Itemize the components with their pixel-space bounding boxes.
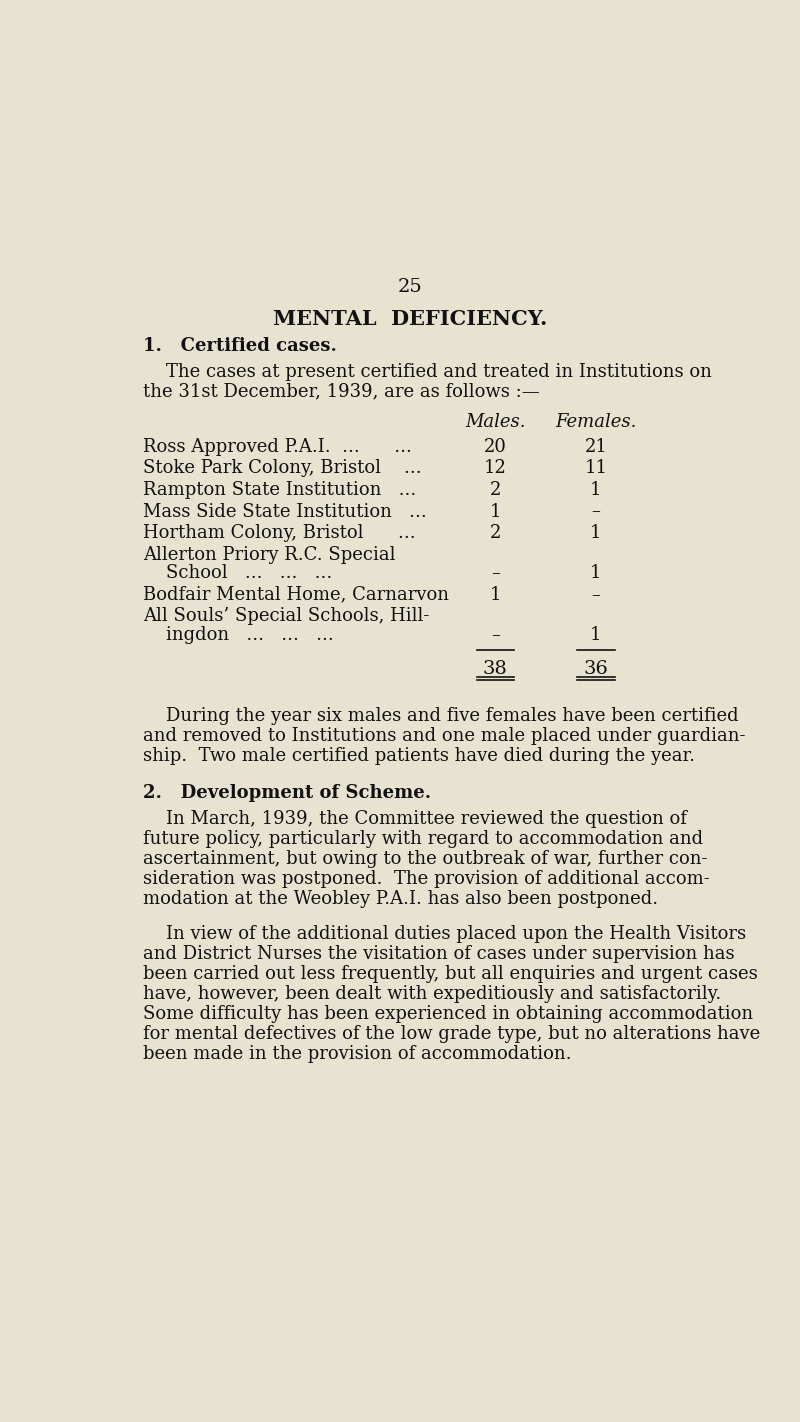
Text: Rampton State Institution   ...: Rampton State Institution ... xyxy=(142,481,416,499)
Text: In view of the additional duties placed upon the Health Visitors: In view of the additional duties placed … xyxy=(142,926,746,943)
Text: The cases at present certified and treated in Institutions on: The cases at present certified and treat… xyxy=(142,363,711,381)
Text: 2.   Development of Scheme.: 2. Development of Scheme. xyxy=(142,784,430,802)
Text: 11: 11 xyxy=(585,459,607,478)
Text: Ross Approved P.A.I.  ...      ...: Ross Approved P.A.I. ... ... xyxy=(142,438,411,456)
Text: Bodfair Mental Home, Carnarvon: Bodfair Mental Home, Carnarvon xyxy=(142,586,449,604)
Text: 2: 2 xyxy=(490,525,501,542)
Text: 1: 1 xyxy=(490,502,501,520)
Text: future policy, particularly with regard to accommodation and: future policy, particularly with regard … xyxy=(142,830,702,848)
Text: 2: 2 xyxy=(490,481,501,499)
Text: MENTAL  DEFICIENCY.: MENTAL DEFICIENCY. xyxy=(273,309,547,330)
Text: During the year six males and five females have been certified: During the year six males and five femal… xyxy=(142,707,738,725)
Text: 21: 21 xyxy=(585,438,607,456)
Text: have, however, been dealt with expeditiously and satisfactorily.: have, however, been dealt with expeditio… xyxy=(142,985,721,1004)
Text: Males.: Males. xyxy=(465,414,526,431)
Text: 25: 25 xyxy=(398,279,422,296)
Text: 38: 38 xyxy=(483,660,508,678)
Text: ascertainment, but owing to the outbreak of war, further con-: ascertainment, but owing to the outbreak… xyxy=(142,850,707,867)
Text: –: – xyxy=(591,502,601,520)
Text: 20: 20 xyxy=(484,438,506,456)
Text: Stoke Park Colony, Bristol    ...: Stoke Park Colony, Bristol ... xyxy=(142,459,422,478)
Text: –: – xyxy=(491,626,500,644)
Text: Females.: Females. xyxy=(555,414,637,431)
Text: for mental defectives of the low grade type, but no alterations have: for mental defectives of the low grade t… xyxy=(142,1025,760,1044)
Text: Mass Side State Institution   ...: Mass Side State Institution ... xyxy=(142,502,426,520)
Text: and District Nurses the visitation of cases under supervision has: and District Nurses the visitation of ca… xyxy=(142,946,734,963)
Text: 1: 1 xyxy=(490,586,501,604)
Text: been made in the provision of accommodation.: been made in the provision of accommodat… xyxy=(142,1045,571,1064)
Text: 1: 1 xyxy=(590,481,602,499)
Text: modation at the Weobley P.A.I. has also been postponed.: modation at the Weobley P.A.I. has also … xyxy=(142,890,658,907)
Text: 1: 1 xyxy=(590,525,602,542)
Text: Some difficulty has been experienced in obtaining accommodation: Some difficulty has been experienced in … xyxy=(142,1005,753,1024)
Text: sideration was postponed.  The provision of additional accom-: sideration was postponed. The provision … xyxy=(142,870,710,887)
Text: –: – xyxy=(591,586,601,604)
Text: ship.  Two male certified patients have died during the year.: ship. Two male certified patients have d… xyxy=(142,747,694,765)
Text: been carried out less frequently, but all enquiries and urgent cases: been carried out less frequently, but al… xyxy=(142,966,758,983)
Text: and removed to Institutions and one male placed under guardian-: and removed to Institutions and one male… xyxy=(142,727,745,745)
Text: All Souls’ Special Schools, Hill-: All Souls’ Special Schools, Hill- xyxy=(142,607,429,626)
Text: –: – xyxy=(491,565,500,582)
Text: ingdon   ...   ...   ...: ingdon ... ... ... xyxy=(142,626,334,644)
Text: 12: 12 xyxy=(484,459,506,478)
Text: Allerton Priory R.C. Special: Allerton Priory R.C. Special xyxy=(142,546,395,563)
Text: 36: 36 xyxy=(583,660,609,678)
Text: In March, 1939, the Committee reviewed the question of: In March, 1939, the Committee reviewed t… xyxy=(142,809,686,828)
Text: 1.   Certified cases.: 1. Certified cases. xyxy=(142,337,337,356)
Text: 1: 1 xyxy=(590,565,602,582)
Text: the 31st December, 1939, are as follows :—: the 31st December, 1939, are as follows … xyxy=(142,383,539,401)
Text: School   ...   ...   ...: School ... ... ... xyxy=(142,565,332,582)
Text: Hortham Colony, Bristol      ...: Hortham Colony, Bristol ... xyxy=(142,525,415,542)
Text: 1: 1 xyxy=(590,626,602,644)
